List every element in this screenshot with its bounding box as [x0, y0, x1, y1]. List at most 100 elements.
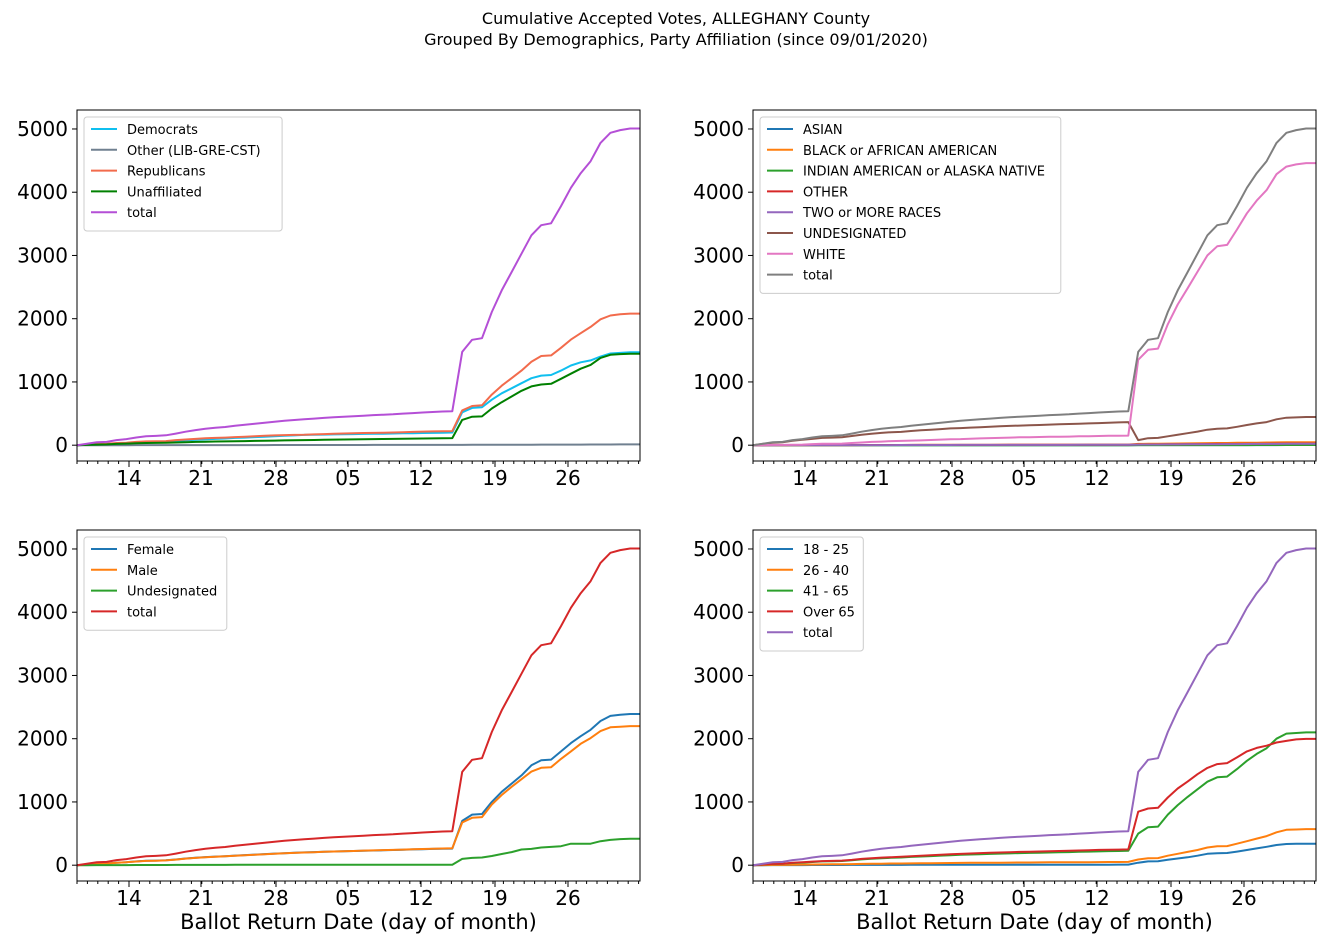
y-tick-label: 0	[55, 853, 68, 877]
legend-entry: total	[803, 269, 833, 284]
y-tick-label: 1000	[693, 790, 744, 814]
y-tick-label: 4000	[693, 600, 744, 624]
x-tick-label: 21	[864, 466, 889, 490]
x-tick-label: 14	[792, 886, 817, 910]
legend-entry: Female	[127, 543, 174, 558]
x-tick-label: 26	[555, 466, 580, 490]
legend-entry: Male	[127, 564, 158, 579]
y-tick-label: 2000	[693, 727, 744, 751]
x-tick-label: 14	[116, 466, 141, 490]
y-tick-label: 3000	[17, 243, 68, 267]
x-tick-label: 14	[116, 886, 141, 910]
y-tick-label: 5000	[17, 117, 68, 141]
y-tick-label: 4000	[693, 180, 744, 204]
legend-entry: BLACK or AFRICAN AMERICAN	[803, 144, 997, 159]
series-line-1-3	[76, 312, 640, 447]
legend-box	[83, 116, 283, 232]
legend-entry: total	[127, 206, 157, 221]
x-tick-label: 21	[188, 886, 213, 910]
x-tick-label: 28	[263, 466, 288, 490]
chart-panels: 0 1000 2000 3000 4000 5000 14 21 28 05 12 19 26 Democ…	[17, 109, 1317, 934]
x-tick-label: 12	[408, 886, 433, 910]
figure-title-line1: Cumulative Accepted Votes, ALLEGHANY Cou…	[482, 9, 870, 28]
series-line-4-4	[752, 737, 1316, 867]
legend-entry: Other (LIB-GRE-CST)	[127, 144, 261, 159]
x-tick-label: 21	[188, 466, 213, 490]
x-tick-label: 05	[1011, 886, 1036, 910]
chart-panel-4: 0 1000 2000 3000 4000 5000 14 21 28 05 12 19 26 Ballo…	[693, 529, 1317, 934]
x-tick-label: 28	[939, 886, 964, 910]
x-tick-label: 05	[335, 886, 360, 910]
x-tick-label: 19	[482, 466, 507, 490]
x-tick-label: 19	[1158, 886, 1183, 910]
legend-entry: UNDESIGNATED	[803, 227, 906, 242]
legend-entry: total	[127, 605, 157, 620]
legend-entry: Unaffiliated	[127, 185, 202, 200]
legend: Female Male Undesignated total	[83, 536, 228, 631]
x-tick-label: 19	[482, 886, 507, 910]
y-tick-label: 1000	[17, 790, 68, 814]
y-tick-label: 3000	[693, 663, 744, 687]
chart-panel-1: 0 1000 2000 3000 4000 5000 14 21 28 05 12 19 26 Democ…	[17, 109, 641, 490]
legend-box	[83, 536, 228, 631]
x-axis-label: Ballot Return Date (day of month)	[856, 910, 1213, 934]
series-line-4-5	[752, 547, 1316, 867]
figure-title-line2: Grouped By Demographics, Party Affiliati…	[424, 30, 928, 49]
x-axis-label: Ballot Return Date (day of month)	[180, 910, 537, 934]
series-line-1-2	[77, 443, 640, 447]
legend: 18 - 25 26 - 40 41 - 65 Over 65 total	[759, 536, 864, 652]
y-tick-label: 2000	[17, 727, 68, 751]
legend-entry: WHITE	[803, 248, 846, 263]
y-tick-label: 0	[731, 433, 744, 457]
x-tick-label: 26	[555, 886, 580, 910]
series-line-3-2	[76, 725, 640, 867]
legend: ASIAN BLACK or AFRICAN AMERICAN INDIAN AME…	[759, 116, 1062, 294]
x-tick-label: 05	[1011, 466, 1036, 490]
x-tick-label: 28	[939, 466, 964, 490]
series-line-3-1	[76, 713, 640, 867]
legend-entry: 18 - 25	[803, 543, 849, 558]
x-tick-label: 26	[1231, 466, 1256, 490]
series-line-2-8	[752, 127, 1316, 447]
x-tick-label: 19	[1158, 466, 1183, 490]
series-line-2-7	[752, 162, 1316, 447]
y-tick-label: 0	[55, 433, 68, 457]
series-line-2-6	[752, 416, 1316, 447]
legend-entry: Democrats	[127, 123, 198, 138]
plot-frame	[76, 529, 641, 882]
series-line-3-4	[76, 547, 640, 867]
legend-entry: Over 65	[803, 605, 855, 620]
chart-panel-3: 0 1000 2000 3000 4000 5000 14 21 28 05 12 19 26 Ballo…	[17, 529, 641, 934]
legend-box	[759, 116, 1062, 294]
y-tick-label: 3000	[17, 663, 68, 687]
series-line-1-5	[76, 127, 640, 447]
plot-frame	[752, 109, 1317, 462]
y-tick-label: 5000	[693, 117, 744, 141]
y-tick-label: 4000	[17, 600, 68, 624]
legend-entry: Republicans	[127, 165, 206, 180]
x-tick-label: 26	[1231, 886, 1256, 910]
legend-box	[759, 536, 864, 652]
legend-entry: 41 - 65	[803, 585, 849, 600]
legend-entry: INDIAN AMERICAN or ALASKA NATIVE	[803, 165, 1045, 180]
series-line-1-1	[76, 351, 640, 447]
plot-frame	[76, 109, 641, 462]
x-tick-label: 21	[864, 886, 889, 910]
series-line-3-3	[77, 837, 640, 867]
y-tick-label: 1000	[17, 370, 68, 394]
series-line-4-2	[752, 828, 1316, 867]
chart-panel-2: 0 1000 2000 3000 4000 5000 14 21 28 05 12 19 26 ASIAN…	[693, 109, 1317, 490]
x-tick-label: 28	[263, 886, 288, 910]
y-tick-label: 1000	[693, 370, 744, 394]
legend-entry: TWO or MORE RACES	[802, 206, 941, 221]
y-tick-label: 4000	[17, 180, 68, 204]
x-tick-label: 12	[1084, 886, 1109, 910]
legend-entry: 26 - 40	[803, 564, 849, 579]
x-tick-label: 14	[792, 466, 817, 490]
y-tick-label: 2000	[17, 307, 68, 331]
legend-entry: OTHER	[803, 185, 848, 200]
legend-entry: total	[803, 626, 833, 641]
y-tick-label: 2000	[693, 307, 744, 331]
x-tick-label: 12	[1084, 466, 1109, 490]
series-line-2-5	[753, 442, 1316, 447]
